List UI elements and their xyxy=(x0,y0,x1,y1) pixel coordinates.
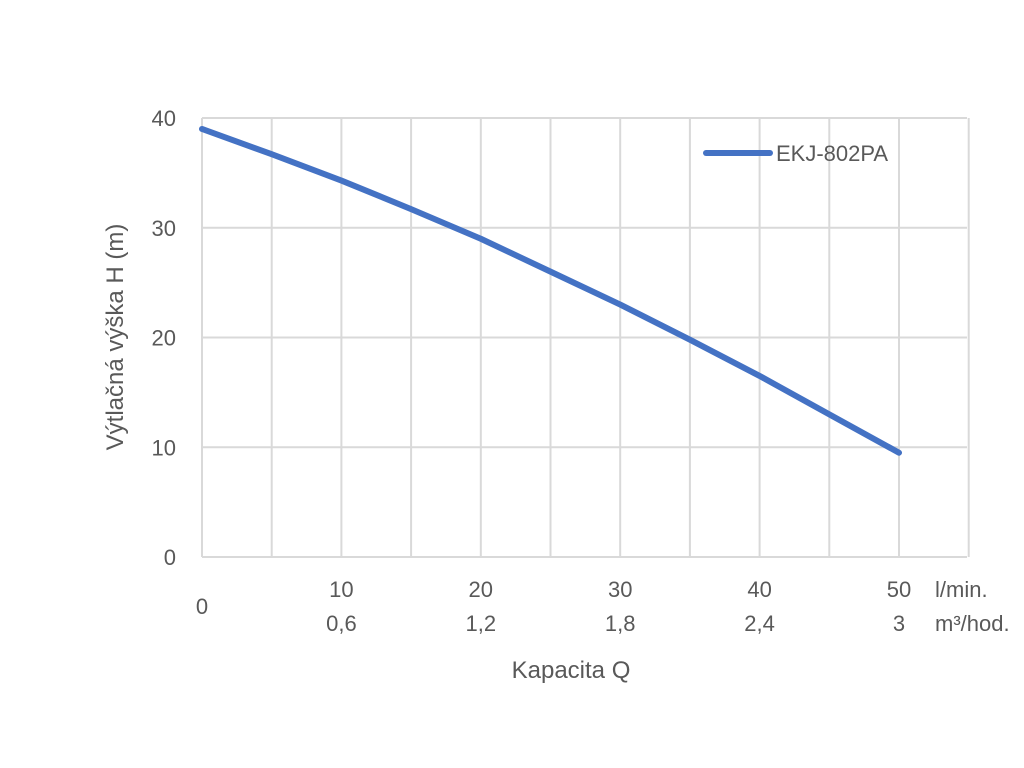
legend: EKJ-802PA xyxy=(703,141,888,166)
y-axis-title: Výtlačná výška H (m) xyxy=(102,224,129,451)
x-tick-label-origin: 0 xyxy=(196,594,208,619)
y-tick-label: 0 xyxy=(164,545,176,570)
y-tick-label: 30 xyxy=(152,216,176,241)
x-unit-secondary: m³/hod. xyxy=(935,611,1010,636)
x-tick-label-m3h: 2,4 xyxy=(744,611,775,636)
x-tick-label-m3h: 1,8 xyxy=(605,611,636,636)
y-tick-label: 10 xyxy=(152,435,176,460)
x-tick-label-lmin: 40 xyxy=(747,577,771,602)
x-tick-label-lmin: 30 xyxy=(608,577,632,602)
y-tick-label: 20 xyxy=(152,326,176,351)
x-tick-label-m3h: 3 xyxy=(893,611,905,636)
x-unit-primary: l/min. xyxy=(935,577,988,602)
x-tick-label-m3h: 0,6 xyxy=(326,611,357,636)
x-axis-title: Kapacita Q xyxy=(512,657,631,684)
series-layer xyxy=(199,125,902,456)
tick-labels: 0 10 20 30 40 0 10 0,6 20 1,2 30 1,8 40 2,4 50 3 l/min. m… xyxy=(152,106,1010,636)
x-tick-label-lmin: 50 xyxy=(887,577,911,602)
series-line xyxy=(199,125,902,456)
gridlines xyxy=(201,117,970,558)
y-tick-label: 40 xyxy=(152,106,176,131)
legend-label: EKJ-802PA xyxy=(776,141,888,166)
x-tick-label-lmin: 20 xyxy=(469,577,493,602)
x-tick-label-lmin: 10 xyxy=(329,577,353,602)
x-tick-label-m3h: 1,2 xyxy=(466,611,497,636)
